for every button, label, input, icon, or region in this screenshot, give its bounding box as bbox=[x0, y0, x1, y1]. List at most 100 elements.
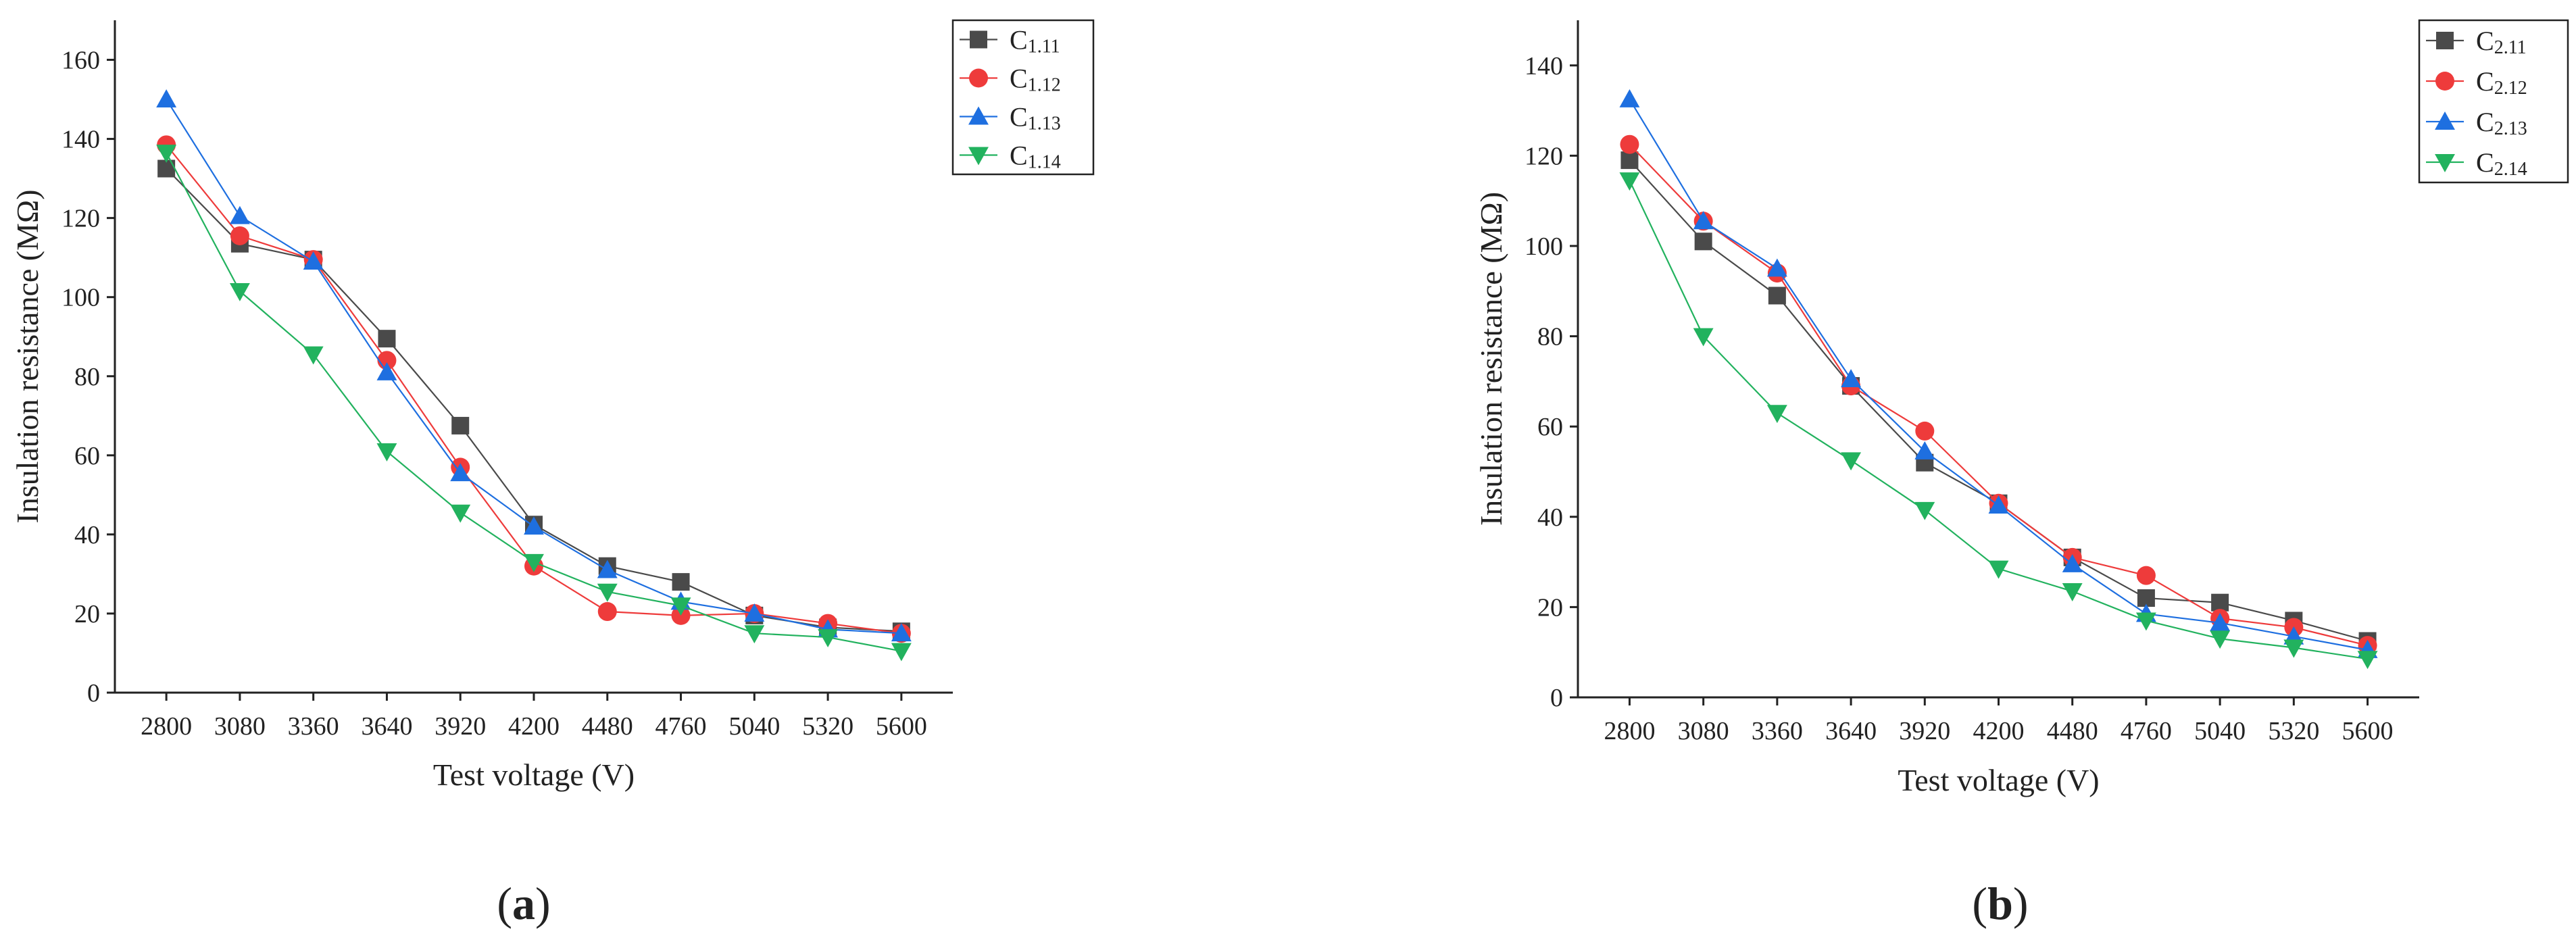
chart-panel-b: 0 20 40 60 80 100 120 140 2800 3080 3360 3640 3920 42… bbox=[1474, 19, 2569, 929]
legend: C1.11 C1.12 C1.13 C1.14 bbox=[951, 19, 1095, 176]
data-point-C1.13-3920 bbox=[450, 463, 471, 482]
data-point-C2.13-4480 bbox=[2062, 553, 2083, 572]
data-point-C2.14-4480 bbox=[2062, 583, 2083, 601]
legend-label-C1.11: C1.11 bbox=[1010, 25, 1060, 57]
data-point-C2.14-3640 bbox=[1841, 452, 1862, 471]
x-tick-label: 4760 bbox=[2121, 717, 2172, 745]
data-point-C1.13-3640 bbox=[376, 362, 397, 380]
data-point-C1.13-3360 bbox=[303, 251, 324, 270]
data-point-C1.14-2800 bbox=[156, 145, 177, 164]
y-tick-label: 40 bbox=[1537, 503, 1563, 532]
series-line-C1.13 bbox=[166, 99, 901, 635]
y-tick-label: 40 bbox=[74, 521, 100, 549]
x-tick-label: 3640 bbox=[1825, 717, 1877, 745]
data-point-C2.11-5040 bbox=[2211, 593, 2229, 612]
legend-marker-C2.11 bbox=[2436, 32, 2454, 49]
legend-marker-C2.14 bbox=[2435, 154, 2455, 172]
y-tick-label: 60 bbox=[74, 442, 100, 470]
data-point-C1.14-4480 bbox=[597, 583, 618, 602]
legend-label-C2.13: C2.13 bbox=[2476, 107, 2527, 139]
y-tick-label: 60 bbox=[1537, 413, 1563, 441]
data-point-C2.14-3360 bbox=[1766, 405, 1787, 424]
data-point-C1.13-4200 bbox=[524, 516, 544, 535]
legend-marker-C1.12 bbox=[969, 68, 988, 88]
data-point-C1.14-4760 bbox=[670, 597, 691, 616]
data-point-C1.12-4480 bbox=[597, 602, 617, 622]
y-tick-label: 120 bbox=[61, 205, 100, 233]
data-point-C2.14-5040 bbox=[2210, 630, 2231, 649]
x-tick-label: 2800 bbox=[1604, 717, 1655, 745]
data-point-C2.14-2800 bbox=[1619, 172, 1640, 191]
x-tick-label: 5320 bbox=[802, 712, 853, 741]
chart-panel-a: 0 20 40 60 80 100 120 140 160 2800 3080 3360 3640 392… bbox=[10, 19, 1095, 929]
data-point-C1.14-4200 bbox=[524, 553, 544, 572]
data-point-C2.14-4200 bbox=[1988, 560, 2009, 579]
legend-marker-C1.11 bbox=[970, 30, 987, 49]
x-tick-label: 4200 bbox=[508, 712, 560, 741]
data-point-C1.13-3080 bbox=[229, 205, 250, 224]
x-tick-label: 3640 bbox=[361, 712, 412, 741]
data-point-C1.14-5320 bbox=[818, 629, 839, 648]
data-point-C1.14-3080 bbox=[229, 282, 250, 301]
y-axis-title: Insulation resistance (MΩ) bbox=[1474, 192, 1508, 526]
data-point-C1.14-5600 bbox=[891, 643, 912, 662]
y-tick-label: 160 bbox=[61, 47, 100, 75]
y-tick-label: 140 bbox=[1525, 52, 1563, 80]
data-point-C1.11-3640 bbox=[378, 330, 396, 348]
data-point-C2.13-3640 bbox=[1841, 369, 1862, 388]
y-tick-label: 120 bbox=[1525, 142, 1563, 170]
y-tick-label: 80 bbox=[74, 363, 100, 391]
data-point-C2.14-3080 bbox=[1693, 328, 1714, 347]
data-point-C1.11-4760 bbox=[672, 573, 690, 591]
data-point-C1.14-5040 bbox=[744, 625, 765, 644]
x-tick-label: 4760 bbox=[655, 712, 707, 741]
data-point-C2.12-4760 bbox=[2136, 566, 2156, 585]
data-point-C2.12-2800 bbox=[1620, 134, 1639, 154]
y-tick-label: 80 bbox=[1537, 323, 1563, 351]
legend-label-C1.12: C1.12 bbox=[1010, 64, 1061, 96]
x-tick-label: 3360 bbox=[1752, 717, 1803, 745]
legend-marker-C2.13 bbox=[2435, 111, 2455, 130]
data-point-C2.13-5040 bbox=[2210, 612, 2231, 631]
series-C2.14 bbox=[1619, 172, 2378, 670]
legend-marker-C1.13 bbox=[968, 106, 989, 125]
panel-label-b: (b) bbox=[1972, 878, 2028, 929]
legend-label-C2.11: C2.11 bbox=[2476, 26, 2527, 58]
y-axis-title: Insulation resistance (MΩ) bbox=[10, 189, 45, 523]
x-tick-label: 4480 bbox=[582, 712, 633, 741]
data-point-C1.13-2800 bbox=[156, 89, 177, 108]
y-tick-label: 20 bbox=[74, 600, 100, 628]
data-point-C2.13-3920 bbox=[1914, 441, 1935, 459]
data-point-C2.11-3080 bbox=[1694, 232, 1712, 251]
x-tick-label: 5600 bbox=[2342, 717, 2394, 745]
legend-label-C1.13: C1.13 bbox=[1010, 102, 1061, 134]
data-point-C2.11-2800 bbox=[1620, 151, 1639, 170]
data-point-C2.14-3920 bbox=[1914, 501, 1935, 520]
x-tick-label: 5040 bbox=[728, 712, 780, 741]
x-tick-label: 5600 bbox=[876, 712, 927, 741]
legend-label-C2.14: C2.14 bbox=[2476, 147, 2527, 180]
data-point-C2.14-5320 bbox=[2283, 639, 2304, 658]
x-tick-label: 3360 bbox=[288, 712, 339, 741]
y-tick-label: 0 bbox=[1550, 684, 1563, 712]
x-tick-label: 3920 bbox=[435, 712, 486, 741]
data-point-C2.13-3080 bbox=[1693, 211, 1714, 230]
data-point-C1.13-5600 bbox=[891, 623, 912, 642]
legend-label-C1.14: C1.14 bbox=[1010, 141, 1061, 173]
data-point-C1.14-3920 bbox=[450, 504, 471, 523]
legend-marker-C1.14 bbox=[968, 147, 989, 166]
data-point-C2.14-4760 bbox=[2135, 612, 2156, 631]
y-tick-label: 100 bbox=[1525, 232, 1563, 261]
data-point-C1.13-4480 bbox=[597, 560, 618, 578]
legend-label-C2.12: C2.12 bbox=[2476, 66, 2527, 99]
series-line-C1.14 bbox=[166, 152, 902, 652]
data-point-C2.12-3920 bbox=[1915, 421, 1935, 441]
legend-marker-C2.12 bbox=[2435, 72, 2454, 91]
data-point-C1.12-3080 bbox=[230, 226, 249, 245]
x-tick-label: 4200 bbox=[1973, 717, 2025, 745]
x-tick-label: 3920 bbox=[1899, 717, 1950, 745]
x-axis-title: Test voltage (V) bbox=[433, 757, 635, 792]
x-axis-title: Test voltage (V) bbox=[1898, 763, 2099, 797]
y-tick-label: 140 bbox=[61, 126, 100, 154]
data-point-C1.11-3920 bbox=[451, 416, 470, 434]
